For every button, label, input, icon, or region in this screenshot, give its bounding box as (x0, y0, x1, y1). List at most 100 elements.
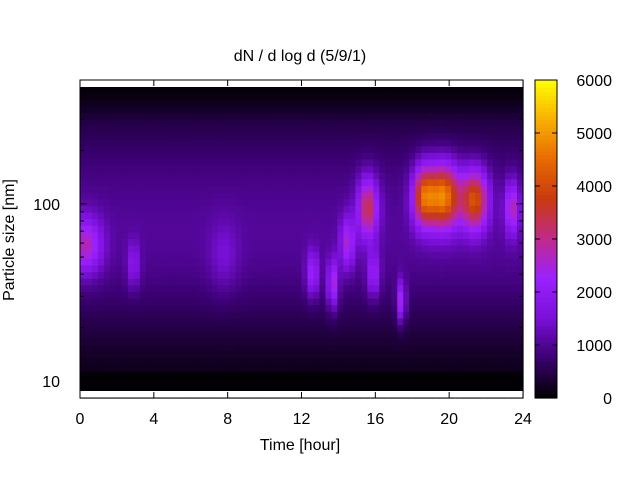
heatmap-cell (217, 159, 225, 167)
heatmap-cell (409, 384, 416, 392)
heatmap-cell (235, 364, 243, 373)
heatmap-cell (175, 113, 183, 121)
heatmap-cell (349, 338, 356, 346)
heatmap-cell (271, 265, 279, 273)
heatmap-cell (127, 245, 135, 253)
colorbar-segment (535, 362, 557, 367)
heatmap-cell (109, 371, 117, 379)
heatmap-cell (445, 338, 452, 346)
heatmap-cell (295, 179, 303, 187)
heatmap-cell (343, 239, 350, 247)
heatmap-cell (427, 371, 434, 379)
heatmap-cell (397, 292, 404, 300)
heatmap-cell (427, 384, 434, 392)
heatmap-cell (199, 186, 207, 194)
heatmap-cell (265, 99, 273, 108)
heatmap-cell (85, 265, 93, 273)
heatmap-cell (391, 212, 398, 220)
heatmap-cell (403, 278, 410, 286)
heatmap-cell (379, 338, 386, 346)
heatmap-cell (349, 331, 356, 339)
heatmap-cell (457, 292, 464, 300)
colorbar-segment (535, 119, 557, 125)
heatmap-cell (367, 364, 374, 373)
heatmap-cell (97, 225, 105, 233)
heatmap-cell (157, 292, 165, 300)
heatmap-cell (80, 364, 87, 373)
heatmap-cell (211, 172, 219, 180)
heatmap-cell (445, 292, 452, 300)
heatmap-cell (199, 93, 207, 101)
heatmap-cell (469, 325, 476, 333)
heatmap-cell (511, 99, 518, 108)
heatmap-cell (505, 152, 512, 161)
heatmap-cell (235, 384, 243, 392)
heatmap-cell (145, 113, 153, 121)
heatmap-cell (469, 106, 476, 114)
heatmap-cell (181, 298, 189, 306)
heatmap-cell (343, 358, 350, 366)
heatmap-cell (325, 311, 333, 320)
heatmap-cell (481, 378, 488, 386)
heatmap-cell (451, 364, 458, 373)
heatmap-cell (253, 338, 261, 346)
heatmap-cell (217, 152, 225, 161)
heatmap-cell (505, 232, 512, 240)
heatmap-cell (499, 212, 506, 220)
colorbar-segment (535, 175, 557, 180)
colorbar-segment (535, 211, 557, 216)
heatmap-cell (415, 265, 422, 273)
heatmap-cell (313, 86, 321, 94)
heatmap-cell (283, 106, 291, 114)
heatmap-cell (205, 345, 213, 353)
heatmap-cell (313, 212, 321, 220)
heatmap-cell (205, 86, 213, 94)
heatmap-cell (163, 205, 171, 214)
heatmap-cell (331, 378, 339, 386)
heatmap-cell (193, 384, 201, 392)
heatmap-cell (109, 285, 117, 293)
heatmap-cell (205, 146, 213, 154)
heatmap-cell (295, 292, 303, 300)
heatmap-cell (343, 305, 350, 313)
heatmap-cell (481, 292, 488, 300)
heatmap-cell (169, 311, 177, 320)
heatmap-cell (169, 166, 177, 174)
heatmap-cell (211, 278, 219, 286)
heatmap-cell (397, 371, 404, 379)
heatmap-cell (91, 364, 99, 373)
heatmap-cell (181, 146, 189, 154)
heatmap-cell (463, 126, 470, 134)
heatmap-cell (433, 351, 440, 359)
heatmap-cell (85, 338, 93, 346)
heatmap-cell (211, 179, 219, 187)
heatmap-cell (199, 371, 207, 379)
heatmap-cell (493, 245, 500, 253)
heatmap-cell (493, 318, 500, 326)
heatmap-cell (511, 172, 518, 180)
heatmap-cell (439, 179, 446, 187)
heatmap-cell (331, 192, 339, 200)
heatmap-cell (409, 378, 416, 386)
colorbar-segment (535, 203, 557, 208)
heatmap-cell (265, 325, 273, 333)
heatmap-cell (463, 345, 470, 353)
heatmap-cell (511, 345, 518, 353)
heatmap-cell (229, 166, 237, 174)
heatmap-cell (409, 159, 416, 167)
heatmap-cell (337, 318, 345, 326)
heatmap-cell (277, 325, 285, 333)
heatmap-cell (145, 285, 153, 293)
heatmap-cell (439, 239, 446, 247)
heatmap-cell (517, 225, 524, 233)
heatmap-cell (415, 113, 422, 121)
heatmap-cell (229, 292, 237, 300)
heatmap-cell (331, 119, 339, 127)
heatmap-cell (175, 378, 183, 386)
heatmap-cell (175, 212, 183, 220)
heatmap-cell (199, 172, 207, 180)
heatmap-cell (265, 146, 273, 154)
heatmap-cell (277, 272, 285, 280)
heatmap-cell (151, 239, 159, 247)
heatmap-cell (259, 126, 267, 134)
